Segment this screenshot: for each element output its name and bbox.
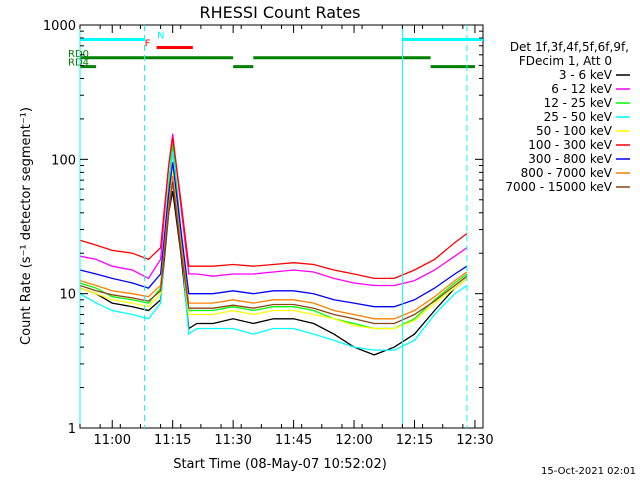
x-tick-label-5: 12:15: [396, 433, 433, 448]
series-line-2: [79, 143, 468, 330]
vertical-markers: [79, 25, 468, 428]
series-line-8: [79, 181, 468, 325]
legend-label-8: 7000 - 15000 keV: [505, 180, 612, 194]
x-axis-label: Start Time (08-May-07 10:52:02): [173, 457, 387, 472]
state-bar-label-1: F: [145, 38, 151, 49]
x-tick-label-3: 11:45: [275, 433, 312, 448]
y-axis-label: Count Rate (s⁻¹ detector segment⁻¹): [19, 107, 34, 345]
y-tick-label-1: 10: [59, 288, 76, 303]
legend-label-0: 3 - 6 keV: [559, 68, 613, 82]
series-line-4: [79, 172, 468, 330]
chart-title: RHESSI Count Rates: [200, 3, 361, 22]
legend-label-6: 300 - 800 keV: [528, 152, 612, 166]
series-line-5: [79, 137, 468, 280]
state-bar-label-3: RD4: [68, 58, 89, 69]
legend-label-4: 50 - 100 keV: [536, 124, 613, 138]
x-tick-label-0: 11:00: [94, 433, 131, 448]
legend-label-5: 100 - 300 keV: [528, 138, 612, 152]
legend-label-7: 800 - 7000 keV: [521, 166, 613, 180]
y-tick-label-3: 1000: [43, 19, 76, 34]
series-line-6: [79, 162, 468, 308]
plot-frame: [79, 24, 484, 429]
x-tick-label-4: 12:00: [335, 433, 372, 448]
legend-header-line-1: Det 1f,3f,4f,5f,6f,9f,: [510, 40, 629, 54]
data-lines: [79, 133, 468, 356]
y-tick-label-0: 1: [68, 422, 76, 437]
x-tick-label-1: 11:15: [154, 433, 191, 448]
legend-label-2: 12 - 25 keV: [544, 96, 613, 110]
state-bar-label-2: RD0: [68, 49, 89, 60]
series-line-0: [79, 190, 468, 356]
series-line-3: [79, 151, 468, 351]
legend-label-3: 25 - 50 keV: [544, 110, 613, 124]
series-line-1: [79, 133, 468, 287]
state-bar-label-0: N: [157, 30, 164, 41]
series-line-7: [79, 176, 468, 320]
x-axis-ticks: 11:00 11:15 11:30 11:45 12:00 12:15 12:30: [79, 25, 494, 448]
legend: Det 1f,3f,4f,5f,6f,9f, FDecim 1, Att 0 3…: [505, 40, 630, 194]
x-tick-label-6: 12:30: [456, 433, 493, 448]
legend-label-1: 6 - 12 keV: [551, 82, 613, 96]
y-tick-label-2: 100: [51, 153, 76, 168]
footer-timestamp: 15-Oct-2021 02:01: [541, 466, 636, 477]
y-axis-ticks: 1 10 100 1000: [43, 19, 483, 437]
x-tick-label-2: 11:30: [214, 433, 251, 448]
legend-header-line-2: FDecim 1, Att 0: [519, 54, 612, 68]
